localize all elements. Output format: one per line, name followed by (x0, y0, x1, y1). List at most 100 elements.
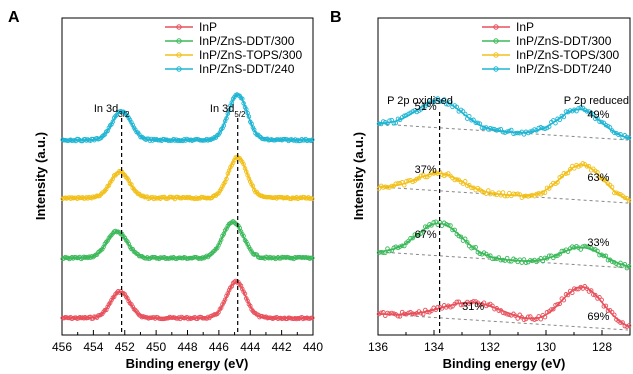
x-tick-label: 448 (177, 340, 197, 354)
x-tick-label: 446 (209, 340, 229, 354)
data-point (397, 181, 403, 186)
fit-curve (62, 281, 313, 319)
data-point (502, 193, 508, 199)
data-point (557, 301, 562, 307)
series-group-a (60, 92, 315, 322)
data-point (462, 179, 468, 184)
data-point (515, 191, 520, 197)
data-point (591, 247, 596, 252)
data-point (572, 286, 577, 291)
reduced-percent-label: 33% (587, 237, 609, 249)
data-point (534, 316, 539, 322)
data-point (458, 302, 464, 308)
data-point (586, 164, 592, 169)
reduced-percent-label: 69% (587, 311, 609, 323)
data-point (603, 178, 609, 183)
data-point (584, 164, 590, 169)
x-tick-label: 132 (480, 340, 500, 354)
peak-annotation: P 2p oxidised (387, 95, 453, 107)
data-point (387, 248, 392, 254)
data-point (584, 244, 590, 249)
x-tick-label: 452 (115, 340, 135, 354)
data-point (561, 114, 567, 120)
data-point (224, 176, 229, 182)
data-point (250, 183, 256, 189)
data-point (402, 183, 407, 188)
data-point (429, 223, 434, 228)
oxidised-percent-label: 37% (415, 164, 437, 176)
data-point (477, 121, 483, 126)
data-point (446, 102, 451, 107)
data-point (570, 290, 575, 296)
data-point (467, 182, 472, 188)
data-point (593, 116, 598, 122)
data-point (607, 125, 613, 130)
data-point (597, 175, 602, 180)
data-point (626, 323, 632, 328)
x-tick-label: 456 (52, 340, 72, 354)
legend-marker (176, 38, 182, 44)
data-point (515, 316, 520, 321)
data-point (479, 125, 485, 131)
data-point (241, 101, 246, 106)
data-point (110, 119, 116, 124)
data-point (488, 125, 493, 131)
data-point (500, 257, 506, 263)
data-point (612, 130, 617, 135)
data-point (414, 233, 420, 238)
data-point (517, 192, 523, 197)
data-point (612, 312, 617, 318)
data-point (385, 310, 390, 316)
x-tick-label: 134 (424, 340, 444, 354)
data-point (242, 291, 248, 297)
data-point (588, 288, 594, 293)
data-point (624, 134, 630, 140)
data-point (486, 253, 491, 259)
data-point (620, 263, 625, 268)
data-point (534, 128, 539, 133)
data-point (383, 250, 388, 255)
data-point (399, 243, 405, 248)
data-point (502, 130, 508, 135)
data-point (525, 194, 531, 199)
data-point (389, 248, 394, 253)
data-point (450, 227, 455, 233)
x-axis-title-b: Binding energy (eV) (443, 356, 566, 371)
data-point (310, 196, 315, 201)
fit-curve (62, 93, 313, 141)
legend-marker (493, 24, 499, 30)
data-point (431, 220, 436, 225)
data-point (586, 289, 592, 294)
data-point (565, 249, 571, 254)
data-point (452, 177, 457, 183)
x-tick-label: 454 (83, 340, 103, 354)
data-point (530, 258, 535, 264)
data-point (542, 190, 548, 195)
data-point (246, 114, 252, 119)
data-point (452, 227, 457, 233)
data-point (551, 180, 556, 186)
data-point (546, 124, 552, 129)
annotations-b: P 2p oxidised P 2p reduced (387, 95, 629, 335)
data-point (460, 181, 466, 186)
data-point (310, 315, 315, 321)
series-group-b: 31% 69% 67% 33% 37% 63% 51% 49% (376, 96, 632, 331)
x-tick-label: 130 (536, 340, 556, 354)
oxidised-percent-label: 51% (415, 101, 437, 113)
data-point (477, 302, 483, 308)
data-point (381, 250, 386, 256)
data-point (536, 314, 541, 319)
legend-label: InP/ZnS-DDT/240 (199, 62, 295, 76)
y-axis-title-b: Intensity (a.u.) (351, 132, 366, 220)
data-point (597, 252, 602, 258)
data-point (488, 253, 493, 258)
data-point (383, 313, 388, 319)
data-point (402, 243, 407, 249)
data-point (605, 308, 611, 313)
data-point (559, 248, 565, 254)
data-point (429, 308, 434, 314)
data-point (437, 99, 443, 104)
x-axis-title-a: Binding energy (eV) (126, 356, 249, 371)
data-point (626, 135, 632, 141)
data-point (477, 251, 483, 257)
